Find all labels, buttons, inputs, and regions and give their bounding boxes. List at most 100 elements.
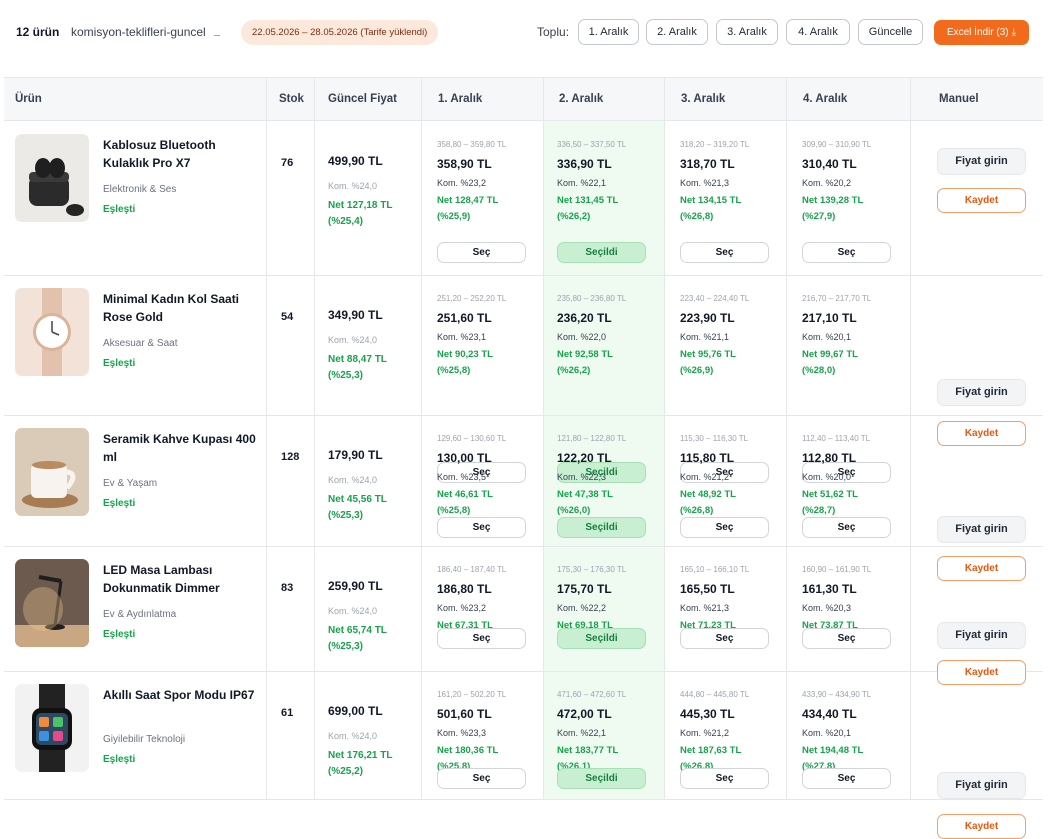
tier-commission: Kom. %20,1 (802, 332, 852, 342)
tier-net-percent: (%26,2) (557, 365, 591, 376)
product-name: LED Masa Lambası Dokunmatik Dimmer (103, 563, 220, 595)
tier-select-button[interactable]: Seç (802, 517, 891, 538)
tier-net-amount: Net 187,63 TL (680, 745, 742, 756)
match-status: Eşleşti (103, 358, 136, 369)
tier-commission: Kom. %20,3 (802, 603, 852, 613)
tier-price: 186,80 TL (437, 582, 492, 596)
tier-range: 336,50 – 337,50 TL (557, 140, 627, 149)
tier-selected-button[interactable]: Seçildi (557, 517, 646, 538)
header-current-price: Güncel Fiyat (328, 93, 398, 105)
coffee-mug-icon (15, 428, 89, 516)
tier-net-amount: Net 48,92 TL (680, 489, 736, 500)
manual-save-button[interactable]: Kaydet (937, 660, 1026, 685)
column-divider (786, 78, 787, 800)
tier-range: 318,20 – 319,20 TL (680, 140, 750, 149)
tier-select-button[interactable]: Seç (802, 768, 891, 789)
header-tier-2: 2. Aralık (559, 93, 604, 105)
column-divider (266, 78, 267, 800)
tier-net: Net 194,48 TL (%27,8) (802, 743, 863, 775)
tier-net: Net 90,23 TL (%25,8) (437, 347, 493, 379)
tier-net-amount: Net 90,23 TL (437, 349, 493, 360)
bulk-tier-2-button[interactable]: 2. Aralık (646, 19, 708, 45)
product-category: Aksesuar & Saat (103, 338, 178, 349)
tier-selected-button[interactable]: Seçildi (557, 242, 646, 263)
tier-net: Net 183,77 TL (%26,1) (557, 743, 618, 775)
tier-net-amount: Net 194,48 TL (802, 745, 864, 756)
product-category: Ev & Aydınlatma (103, 609, 177, 620)
tier-net-amount: Net 180,36 TL (437, 745, 499, 756)
tier-net: Net 139,28 TL (%27,9) (802, 193, 863, 225)
tier-net-amount: Net 183,77 TL (557, 745, 619, 756)
tier-range: 235,80 – 236,80 TL (557, 294, 627, 303)
tier-price: 336,90 TL (557, 157, 612, 171)
tier-price: 217,10 TL (802, 311, 857, 325)
tier-commission: Kom. %23,2 (437, 603, 487, 613)
tier-net-percent: (%25,9) (437, 211, 471, 222)
manual-price-input[interactable]: Fiyat girin (937, 772, 1026, 799)
tier-select-button[interactable]: Seç (680, 517, 769, 538)
manual-price-input[interactable]: Fiyat girin (937, 622, 1026, 649)
tier-net-amount: Net 46,61 TL (437, 489, 493, 500)
tier-select-button[interactable]: Seç (680, 628, 769, 649)
tier-select-button[interactable]: Seç (680, 242, 769, 263)
tier-commission: Kom. %21,2 (680, 472, 730, 482)
tier-select-button[interactable]: Seç (802, 462, 891, 483)
tier-select-button[interactable]: Seç (802, 242, 891, 263)
tier-net: Net 134,15 TL (%26,8) (680, 193, 741, 225)
tier-range: 186,40 – 187,40 TL (437, 565, 507, 574)
current-net: Net 65,74 TL (%25,3) (328, 623, 387, 655)
manual-price-input[interactable]: Fiyat girin (937, 379, 1026, 406)
header-tier-1: 1. Aralık (438, 93, 483, 105)
tier-price: 223,90 TL (680, 311, 735, 325)
excel-download-button[interactable]: Excel İndir (3) ⤓ (934, 20, 1029, 45)
bulk-tier-1-button[interactable]: 1. Aralık (578, 19, 639, 45)
tier-select-button[interactable]: Seç (680, 768, 769, 789)
tier-net-percent: (%25,8) (437, 505, 471, 516)
tier-net-percent: (%27,9) (802, 211, 836, 222)
tier-select-button[interactable]: Seç (437, 768, 526, 789)
tier-net-amount: Net 99,67 TL (802, 349, 858, 360)
manual-save-button[interactable]: Kaydet (937, 556, 1026, 581)
tier-commission: Kom. %20,2 (802, 178, 852, 188)
tier-commission: Kom. %20,1 (802, 728, 852, 738)
tier-net-amount: Net 73,87 TL (802, 620, 858, 631)
manual-save-button[interactable]: Kaydet (937, 421, 1026, 446)
manual-price-input[interactable]: Fiyat girin (937, 516, 1026, 543)
tier-select-button[interactable]: Seç (437, 628, 526, 649)
tier-net-percent: (%28,7) (802, 505, 836, 516)
tier-select-button[interactable]: Seç (437, 462, 526, 483)
current-commission: Kom. %24,0 (328, 335, 378, 345)
tier-net-percent: (%26,8) (680, 761, 714, 772)
tier-selected-button[interactable]: Seçildi (557, 768, 646, 789)
table-header: Ürün Stok Güncel Fiyat 1. Aralık 2. Aral… (4, 78, 1043, 121)
bulk-tier-4-button[interactable]: 4. Aralık (786, 19, 850, 45)
tier-net-amount: Net 71,23 TL (680, 620, 736, 631)
refresh-button[interactable]: Güncelle (858, 19, 923, 45)
match-status: Eşleşti (103, 204, 136, 215)
current-net-amount: Net 65,74 TL (328, 625, 387, 636)
tier-range: 251,20 – 252,20 TL (437, 294, 507, 303)
tier-select-button[interactable]: Seç (437, 242, 526, 263)
manual-save-button[interactable]: Kaydet (937, 814, 1026, 839)
tier-select-button[interactable]: Seç (802, 628, 891, 649)
tier-select-button[interactable]: Seç (680, 462, 769, 483)
bulk-tier-3-button[interactable]: 3. Aralık (716, 19, 778, 45)
selected-column-highlight (543, 78, 664, 800)
tier-selected-button[interactable]: Seçildi (557, 462, 646, 483)
tier-range: 175,30 – 176,30 TL (557, 565, 627, 574)
tier-commission: Kom. %21,3 (680, 603, 730, 613)
toolbar: 12 ürün komisyon-teklifleri-guncel 22.05… (0, 0, 1049, 64)
tier-commission: Kom. %23,1 (437, 332, 487, 342)
tier-selected-button[interactable]: Seçildi (557, 628, 646, 649)
current-price: 259,90 TL (328, 579, 383, 593)
date-range-badge: 22.05.2026 – 28.05.2026 (Tarife yüklendi… (241, 20, 439, 45)
tier-range: 165,10 – 166,10 TL (680, 565, 750, 574)
tier-range: 129,60 – 130,60 TL (437, 434, 507, 443)
offers-table: Ürün Stok Güncel Fiyat 1. Aralık 2. Aral… (4, 77, 1043, 839)
tier-select-button[interactable]: Seç (437, 517, 526, 538)
tier-net: Net 95,76 TL (%26,9) (680, 347, 736, 379)
manual-price-input[interactable]: Fiyat girin (937, 148, 1026, 175)
tier-net-amount: Net 92,58 TL (557, 349, 613, 360)
manual-save-button[interactable]: Kaydet (937, 188, 1026, 213)
current-net-amount: Net 127,18 TL (328, 200, 393, 211)
